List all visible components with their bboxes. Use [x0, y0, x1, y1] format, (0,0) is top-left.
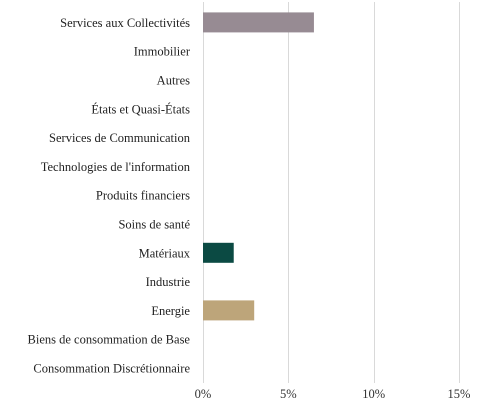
category-label: Services aux Collectivités	[60, 16, 190, 30]
x-tick-label: 0%	[195, 387, 212, 401]
category-label: Services de Communication	[49, 131, 191, 145]
category-label: Matériaux	[139, 246, 191, 260]
category-label: Autres	[157, 74, 190, 88]
category-label: Soins de santé	[118, 218, 190, 232]
category-label: Industrie	[146, 275, 191, 289]
category-label: Produits financiers	[96, 189, 190, 203]
gridlines	[203, 2, 460, 383]
category-label: États et Quasi-États	[91, 102, 190, 116]
bar	[203, 300, 255, 321]
category-label: Technologies de l'information	[41, 160, 191, 174]
category-label: Biens de consommation de Base	[28, 333, 191, 347]
bar	[203, 242, 234, 263]
x-tick-labels: 0% 5% 10% 15%	[195, 387, 471, 401]
x-tick-label: 5%	[280, 387, 297, 401]
x-tick-label: 15%	[448, 387, 471, 401]
category-label: Immobilier	[134, 45, 191, 59]
bars	[203, 12, 314, 321]
bar	[203, 12, 314, 33]
category-labels: Services aux Collectivités Immobilier Autr…	[28, 16, 191, 376]
category-label: Energie	[151, 304, 190, 318]
x-tick-label: 10%	[362, 387, 385, 401]
category-label: Consommation Discrétionnaire	[33, 362, 190, 376]
